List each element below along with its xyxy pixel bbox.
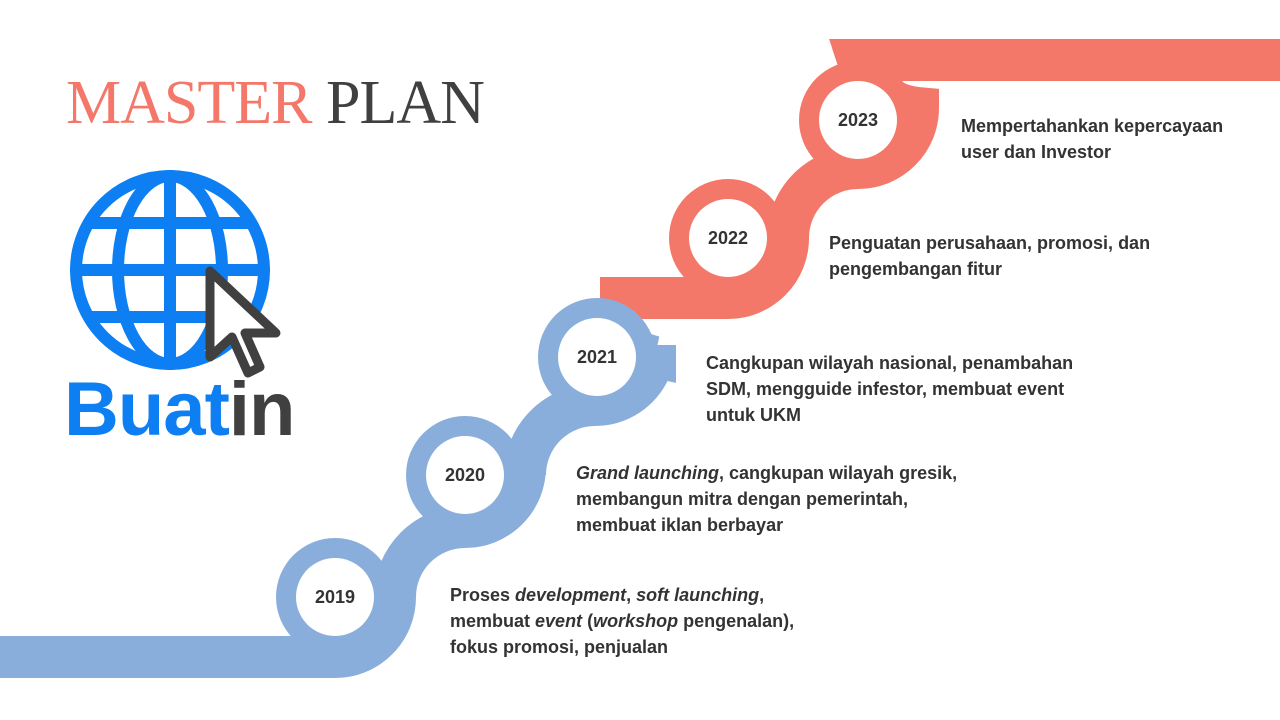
description-text: fokus promosi, penjualan xyxy=(450,637,669,657)
milestone-markers xyxy=(276,61,917,656)
description-emphasis: soft launching xyxy=(636,585,760,605)
description-emphasis: Grand launching xyxy=(576,463,720,483)
milestone-year-2023: 2023 xyxy=(837,110,879,130)
description-text: user dan Investor xyxy=(961,142,1112,162)
description-text: , xyxy=(626,585,637,605)
milestone-year-2021: 2021 xyxy=(576,347,618,367)
description-text: , cangkupan wilayah gresik, xyxy=(719,463,958,483)
description-line: untuk UKM xyxy=(706,402,1073,428)
milestone-year-2020: 2020 xyxy=(444,465,486,485)
brand-text-buat: Buat xyxy=(64,367,230,452)
title-word-master: MASTER xyxy=(66,69,312,137)
milestone-dot-2022 xyxy=(689,199,767,277)
description-line: Proses development, soft launching, xyxy=(450,582,794,608)
brand-logo-text: Buatin xyxy=(64,372,295,448)
description-text: ( xyxy=(582,611,594,631)
milestone-dot-2023 xyxy=(819,81,897,159)
description-line: fokus promosi, penjualan xyxy=(450,634,794,660)
milestone-dot-2020 xyxy=(426,436,504,514)
milestone-description-2021: Cangkupan wilayah nasional, penambahan SD… xyxy=(706,350,1073,428)
description-text: , xyxy=(759,585,765,605)
description-text: Penguatan perusahaan, promosi, dan xyxy=(829,233,1151,253)
description-emphasis: event xyxy=(535,611,583,631)
milestone-description-2020: Grand launching, cangkupan wilayah gresi… xyxy=(576,460,957,538)
description-text: membuat iklan berbayar xyxy=(576,515,784,535)
description-line: Cangkupan wilayah nasional, penambahan xyxy=(706,350,1073,376)
description-text: Cangkupan wilayah nasional, penambahan xyxy=(706,353,1074,373)
description-line: pengembangan fitur xyxy=(829,256,1150,282)
description-text: SDM, mengguide infestor, membuat event xyxy=(706,379,1065,399)
description-line: Mempertahankan kepercayaan xyxy=(961,113,1223,139)
milestone-dot-2019 xyxy=(296,558,374,636)
description-line: Penguatan perusahaan, promosi, dan xyxy=(829,230,1150,256)
globe-cursor-icon xyxy=(70,170,281,378)
cursor-icon xyxy=(205,266,281,378)
title-word-plan: PLAN xyxy=(325,69,485,137)
description-line: user dan Investor xyxy=(961,139,1223,165)
milestone-description-2022: Penguatan perusahaan, promosi, dan pengem… xyxy=(829,230,1150,282)
brand-text-in: in xyxy=(228,367,296,452)
description-emphasis: development xyxy=(515,585,627,605)
description-text: pengembangan fitur xyxy=(829,259,1003,279)
description-line: Grand launching, cangkupan wilayah gresi… xyxy=(576,460,957,486)
description-text: membuat xyxy=(450,611,536,631)
milestone-description-2019: Proses development, soft launching, membu… xyxy=(450,582,794,660)
description-text: Mempertahankan kepercayaan xyxy=(961,116,1224,136)
description-text: Proses xyxy=(450,585,516,605)
description-text: pengenalan), xyxy=(678,611,795,631)
milestone-year-2019: 2019 xyxy=(314,587,356,607)
description-text: untuk UKM xyxy=(706,405,801,425)
milestone-description-2023: Mempertahankan kepercayaan user dan Inves… xyxy=(961,113,1223,165)
page-title: MASTER PLAN xyxy=(66,69,485,137)
milestone-dot-2021 xyxy=(558,318,636,396)
description-text: membangun mitra dengan pemerintah, xyxy=(576,489,909,509)
description-line: membangun mitra dengan pemerintah, xyxy=(576,486,957,512)
milestone-year-2022: 2022 xyxy=(707,228,749,248)
description-line: membuat iklan berbayar xyxy=(576,512,957,538)
description-line: membuat event (workshop pengenalan), xyxy=(450,608,794,634)
description-line: SDM, mengguide infestor, membuat event xyxy=(706,376,1073,402)
description-emphasis: workshop xyxy=(593,611,679,631)
